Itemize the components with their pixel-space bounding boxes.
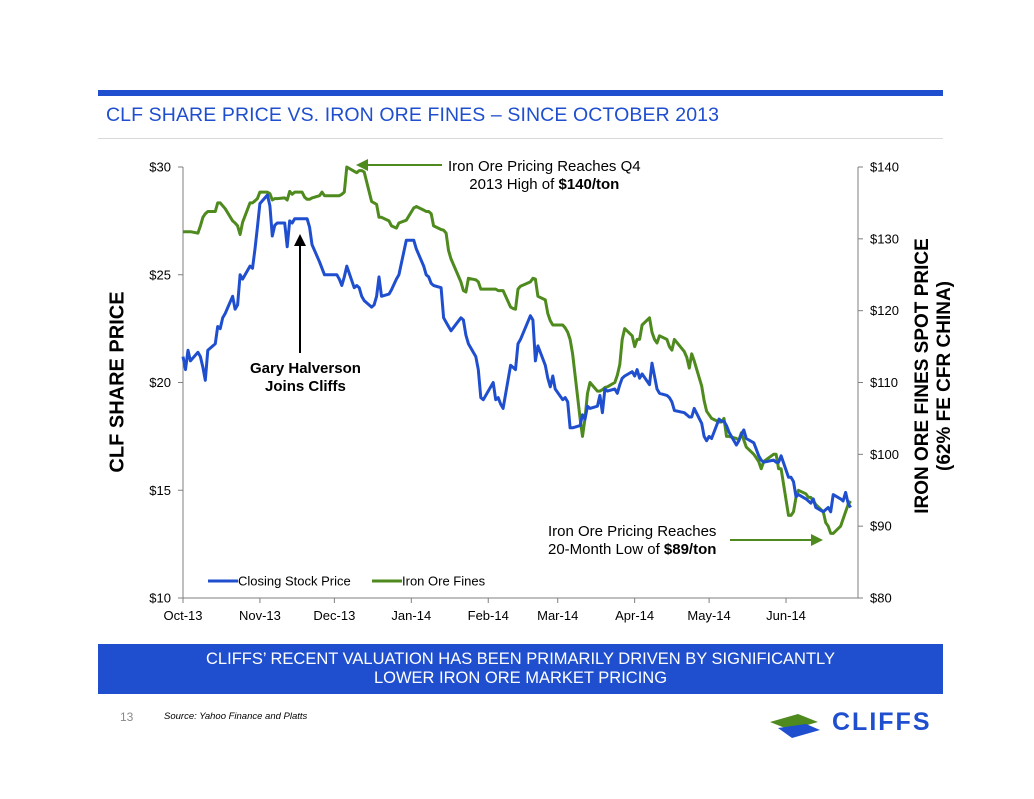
annotation-halverson-line1: Gary Halverson <box>250 360 361 377</box>
x-tick-label: Mar-14 <box>537 608 578 623</box>
y2-tick-label: $80 <box>870 591 892 606</box>
y-tick-label: $10 <box>149 591 171 606</box>
x-tick-label: Dec-13 <box>313 608 355 623</box>
y-tick-label: $20 <box>149 375 171 390</box>
y2-tick-label: $140 <box>870 160 899 175</box>
annotation-halverson-line2: Joins Cliffs <box>265 378 346 395</box>
arrow-low-head <box>811 534 823 546</box>
arrow-q4-high-head <box>356 159 368 171</box>
y-axis-title-right: IRON ORE FINES SPOT PRICE (62% FE CFR CH… <box>912 238 956 514</box>
page-title: CLF SHARE PRICE VS. IRON ORE FINES – SIN… <box>106 104 720 126</box>
y2-tick-label: $100 <box>870 447 899 462</box>
page-number: 13 <box>120 710 134 724</box>
y2-tick-label: $130 <box>870 231 899 246</box>
legend-label: Closing Stock Price <box>238 574 351 589</box>
chart-legend: Closing Stock Price Iron Ore Fines <box>208 574 486 589</box>
y-axis-title-left: CLF SHARE PRICE <box>106 291 129 473</box>
x-tick-label: Apr-14 <box>615 608 654 623</box>
x-tick-label: Feb-14 <box>468 608 509 623</box>
legend-label: Iron Ore Fines <box>402 574 486 589</box>
chart-series <box>181 165 852 535</box>
banner-line2: LOWER IRON ORE MARKET PRICING <box>373 669 668 687</box>
annotation-low-line2-text: 20-Month Low of <box>548 541 664 558</box>
y2-tick-label: $110 <box>870 375 898 390</box>
annotation-arrows <box>294 159 823 546</box>
series-line-closing-stock-price <box>181 193 852 514</box>
annotation-q4-line1: Iron Ore Pricing Reaches Q4 <box>448 158 641 175</box>
summary-banner: CLIFFS’ RECENT VALUATION HAS BEEN PRIMAR… <box>98 644 943 694</box>
y-tick-label: $15 <box>149 483 171 498</box>
x-tick-label: Jun-14 <box>766 608 806 623</box>
y2-tick-label: $90 <box>870 519 892 534</box>
annotation-low-line2: 20-Month Low of $89/ton <box>548 541 716 559</box>
annotation-q4-line2-text: 2013 High of <box>469 176 559 193</box>
arrow-halverson-head <box>294 234 306 246</box>
y-tick-label: $30 <box>149 160 171 175</box>
y2-tick-label: $120 <box>870 303 899 318</box>
annotation-low-value: $89/ton <box>663 541 717 558</box>
y2-axis-title-line2: (62% FE CFR CHINA) <box>934 280 955 472</box>
chart-axes: $10 $15 $20 $25 $30 $80 $90 $100 $110 $120 $130 $14… <box>149 160 899 624</box>
header-accent-bar <box>98 90 943 96</box>
x-tick-label: May-14 <box>687 608 730 623</box>
x-tick-label: Nov-13 <box>239 608 281 623</box>
annotation-20-month-low: Iron Ore Pricing Reaches 20-Month Low of… <box>548 523 716 559</box>
cliffs-logo-icon <box>770 714 820 738</box>
source-note: Source: Yahoo Finance and Platts <box>164 711 308 722</box>
x-tick-label: Jan-14 <box>391 608 431 623</box>
banner-line1: CLIFFS’ RECENT VALUATION HAS BEEN PRIMAR… <box>206 650 835 668</box>
annotation-q4-high: Iron Ore Pricing Reaches Q4 2013 High of… <box>448 158 641 194</box>
chart-canvas: $10 $15 $20 $25 $30 $80 $90 $100 $110 $120 $130 $14… <box>149 159 899 624</box>
title-divider <box>98 138 943 139</box>
annotation-q4-line2: 2013 High of $140/ton <box>448 176 641 194</box>
x-tick-label: Oct-13 <box>163 608 202 623</box>
y2-axis-title-line1: IRON ORE FINES SPOT PRICE <box>912 238 933 514</box>
annotation-halverson: Gary Halverson Joins Cliffs <box>250 360 361 396</box>
logo-wordmark: CLIFFS <box>832 708 932 736</box>
y-tick-label: $25 <box>149 267 171 282</box>
annotation-q4-value: $140/ton <box>558 176 620 193</box>
annotation-low-line1: Iron Ore Pricing Reaches <box>548 523 717 540</box>
